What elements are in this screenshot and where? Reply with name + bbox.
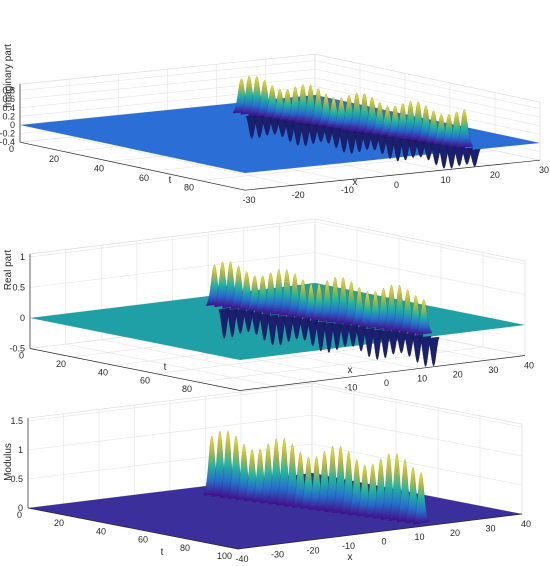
t-tick-label: 0 (19, 351, 24, 361)
t-tick-label: 0 (17, 510, 22, 520)
x-tick-label: 0 (394, 180, 399, 190)
z-axis-label: Imaginary part (3, 44, 14, 108)
t-tick-label: 80 (182, 384, 192, 394)
z-tick-label: -0.5 (9, 344, 25, 354)
z-tick-label: 0.5 (10, 474, 23, 484)
t-tick-label: 20 (56, 359, 66, 369)
surface-rib (415, 298, 432, 336)
z-tick-label: 1.5 (10, 416, 23, 426)
x-tick-label: -20 (306, 545, 319, 555)
z-tick-label: 0 (18, 503, 23, 513)
surface-trough (468, 148, 481, 167)
t-tick-label: 80 (180, 543, 190, 553)
x-axis-label: x (353, 177, 358, 188)
subplot-2: -40-30-20-1001020304080604020010.50-0.5x… (3, 218, 534, 406)
z-tick-label: 1 (20, 252, 25, 262)
z-tick-label: 0.6 (2, 94, 15, 104)
x-tick-label: 30 (488, 365, 498, 375)
t-axis-label: t (161, 547, 164, 558)
t-tick-label: 20 (49, 154, 59, 164)
x-tick-label: -30 (242, 195, 255, 205)
x-tick-label: 20 (450, 528, 460, 538)
t-tick-label: 60 (139, 173, 149, 183)
z-tick-label: 0.8 (2, 86, 15, 96)
z-axis-label: Real part (3, 249, 14, 290)
t-tick-label: 40 (96, 526, 106, 536)
t-axis-line (19, 141, 246, 191)
x-tick-label: 10 (414, 532, 424, 542)
t-tick-label: 40 (98, 367, 108, 377)
t-axis-label: t (169, 175, 172, 186)
surface-plane (20, 95, 540, 173)
t-axis-label: t (164, 362, 167, 373)
x-tick-label: 40 (521, 519, 531, 529)
z-tick-label: -0.4 (0, 137, 15, 147)
t-tick-label: 80 (184, 183, 194, 193)
x-tick-label: 20 (453, 369, 463, 379)
surface-trough (427, 336, 440, 367)
x-axis-label: x (348, 365, 353, 376)
t-tick-label: 60 (140, 376, 150, 386)
x-tick-label: 0 (381, 537, 386, 547)
x-tick-label: -10 (341, 185, 354, 195)
z-axis-label: Modulus (3, 443, 14, 481)
x-tick-label: -40 (235, 554, 248, 564)
x-tick-label: 0 (384, 378, 389, 388)
z-tick-label: 0.2 (2, 111, 15, 121)
z-tick-label: 0.5 (12, 283, 25, 293)
x-tick-label: -10 (342, 541, 355, 551)
z-tick-label: 0 (20, 313, 25, 323)
x-tick-label: -10 (344, 382, 357, 392)
x-tick-label: -30 (271, 550, 284, 560)
z-tick-label: -0.2 (0, 129, 15, 139)
t-tick-label: 100 (217, 551, 232, 561)
x-tick-label: 10 (441, 175, 451, 185)
z-tick-label: 0.4 (2, 103, 15, 113)
t-tick-label: 60 (138, 535, 148, 545)
t-axis-line (27, 507, 239, 550)
x-axis-line (244, 159, 541, 191)
x-tick-label: 30 (539, 165, 549, 175)
x-tick-label: -20 (292, 190, 305, 200)
x-axis-line (239, 355, 526, 391)
z-tick-label: 0 (10, 120, 15, 130)
x-tick-label: 40 (524, 361, 534, 371)
subplot-3: -40 -30 -20 -10 0 10 20 30 40 100 80 60 40 20 0 1.5 1 0.5… (3, 382, 531, 564)
floor-gridline (65, 343, 276, 387)
surface-rib (412, 471, 430, 525)
x-tick-label: 20 (490, 170, 500, 180)
x-tick-label: 10 (417, 374, 427, 384)
x-tick-label: 30 (485, 523, 495, 533)
x-axis-label: x (348, 552, 353, 563)
t-axis-line (29, 348, 241, 391)
z-tick-label: 1 (18, 445, 23, 455)
x-axis-line (237, 513, 523, 550)
subplot-1: -30 -20 -10 0 10 20 308060402000.80.60.40.20-0… (0, 44, 549, 205)
t-tick-label: 20 (54, 518, 64, 528)
t-tick-label: 0 (9, 144, 14, 154)
floor-gridline (101, 339, 312, 383)
surface-rib (455, 108, 473, 149)
floor-gridline (69, 136, 295, 186)
t-tick-label: 40 (94, 163, 104, 173)
